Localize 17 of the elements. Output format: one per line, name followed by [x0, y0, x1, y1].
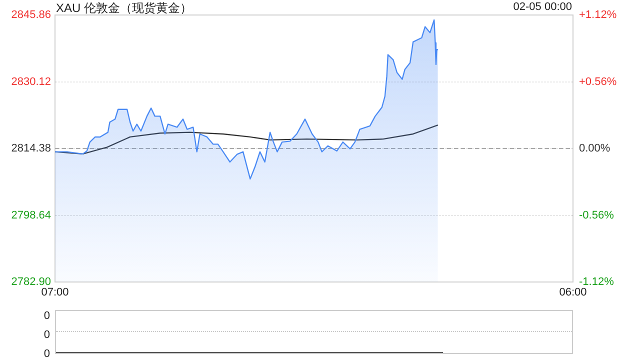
y2-tick-label: +1.12%	[579, 9, 617, 22]
x-tick-label: 07:00	[41, 286, 69, 299]
text: 02-05 00:00	[513, 1, 572, 13]
text: 0	[44, 310, 50, 322]
y-tick-label: 2798.64	[11, 209, 51, 222]
x-tick-label: 06:00	[559, 286, 587, 299]
chart-title: XAU 伦敦金（现货黄金）	[56, 0, 192, 17]
y2-tick-label: +0.56%	[579, 76, 617, 88]
y2-tick-label: -1.12%	[579, 276, 614, 288]
y2-tick-label: 0.00%	[579, 142, 610, 155]
y-tick-label: 2782.90	[11, 276, 51, 288]
y-tick-label: 2845.86	[11, 9, 51, 22]
y-tick-label: 2830.12	[11, 76, 51, 88]
y-tick-label: 2814.38	[11, 142, 51, 155]
text: 0	[44, 348, 50, 360]
y2-tick-label: -0.56%	[579, 209, 614, 222]
text: 0	[44, 329, 50, 341]
